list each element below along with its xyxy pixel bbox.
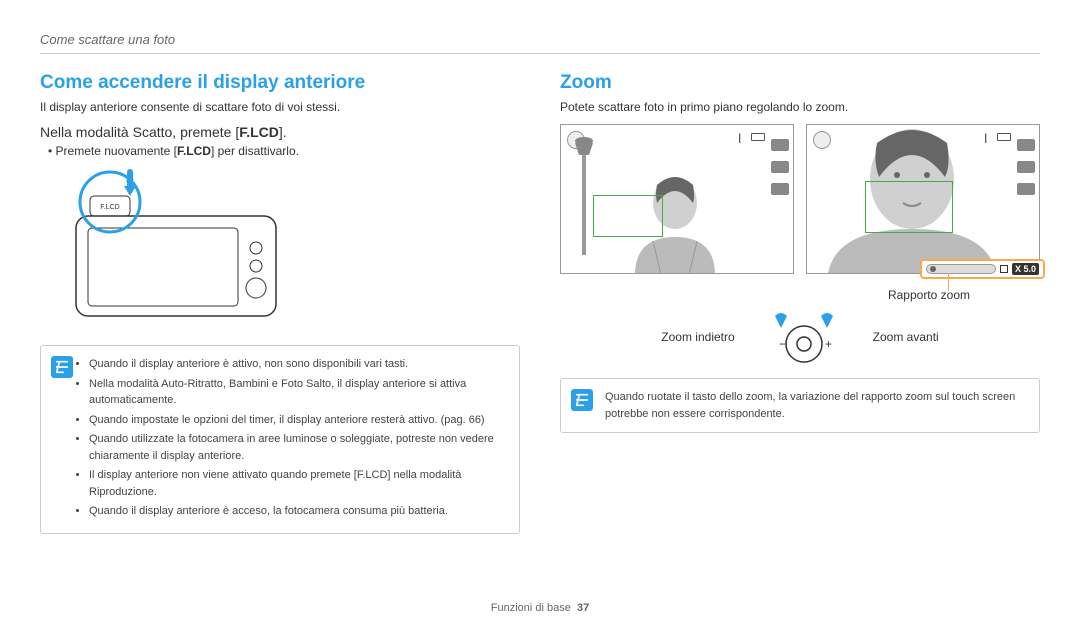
footer-page-number: 37 xyxy=(577,602,589,614)
focus-indicator xyxy=(865,181,953,233)
right-note-box: Quando ruotate il tasto dello zoom, la v… xyxy=(560,378,1040,433)
zoom-bar-callout: X 5.0 xyxy=(920,259,1045,279)
footer-section: Funzioni di base xyxy=(491,602,571,614)
left-note-box: Quando il display anteriore è attivo, no… xyxy=(40,345,520,534)
right-title: Zoom xyxy=(560,72,1040,94)
svg-text:−: − xyxy=(779,337,786,351)
bullet-prefix: • Premete nuovamente [ xyxy=(48,144,177,158)
zoom-in-label: Zoom avanti xyxy=(873,330,939,344)
bullet-bold: F.LCD xyxy=(177,144,211,158)
zoom-controls-row: Zoom indietro − + Zoom avanti xyxy=(560,310,1040,364)
bullet-suffix: ] per disattivarlo. xyxy=(211,144,299,158)
left-subtitle: Il display anteriore consente di scattar… xyxy=(40,100,520,114)
svg-text:+: + xyxy=(825,337,832,351)
note-item: Il display anteriore non viene attivato … xyxy=(89,467,507,500)
note-icon xyxy=(571,389,593,411)
zoom-out-label: Zoom indietro xyxy=(661,330,734,344)
content-columns: Come accendere il display anteriore Il d… xyxy=(40,72,1040,534)
quality-icon xyxy=(1017,161,1035,173)
zoom-ratio-label: Rapporto zoom xyxy=(560,288,970,302)
note-item: Nella modalità Auto-Ritratto, Bambini e … xyxy=(89,376,507,409)
resolution-icon xyxy=(771,139,789,151)
instruction-prefix: Nella modalità Scatto, premete [ xyxy=(40,124,239,140)
note-item: Quando il display anteriore è attivo, no… xyxy=(89,356,507,373)
zoom-plus-icon xyxy=(1000,265,1008,273)
note-item: Quando utilizzate la fotocamera in aree … xyxy=(89,431,507,464)
right-column: Zoom Potete scattare foto in primo piano… xyxy=(560,72,1040,534)
note-item: Quando impostate le opzioni del timer, i… xyxy=(89,412,507,429)
note-item: Quando il display anteriore è acceso, la… xyxy=(89,503,507,520)
screen-wide: | xyxy=(560,124,794,274)
screen-side-icons xyxy=(771,139,789,195)
page-footer: Funzioni di base 37 xyxy=(0,602,1080,614)
flash-icon xyxy=(771,183,789,195)
battery-icon xyxy=(751,133,765,141)
flash-icon xyxy=(1017,183,1035,195)
svg-text:F.LCD: F.LCD xyxy=(100,204,119,211)
right-note-text: Quando ruotate il tasto dello zoom, la v… xyxy=(605,389,1027,422)
zoom-lever-diagram: − + xyxy=(759,310,849,364)
note-icon xyxy=(51,356,73,378)
sub-bullet: • Premete nuovamente [F.LCD] per disatti… xyxy=(48,144,520,158)
left-notes-list: Quando il display anteriore è attivo, no… xyxy=(85,356,507,520)
screen-side-icons xyxy=(1017,139,1035,195)
quality-icon xyxy=(771,161,789,173)
screen-zoom: | xyxy=(806,124,1040,274)
callout-leader xyxy=(948,273,949,291)
camera-diagram: F.LCD xyxy=(40,166,520,331)
right-subtitle: Potete scattare foto in primo piano rego… xyxy=(560,100,1040,114)
zoom-slider xyxy=(926,264,996,274)
left-title: Come accendere il display anteriore xyxy=(40,72,520,94)
instruction-bold: F.LCD xyxy=(239,124,279,140)
instruction-line: Nella modalità Scatto, premete [F.LCD]. xyxy=(40,124,520,140)
instruction-suffix: ]. xyxy=(279,124,287,140)
left-column: Come accendere il display anteriore Il d… xyxy=(40,72,520,534)
page-header: Come scattare una foto xyxy=(40,32,1040,54)
focus-indicator xyxy=(593,195,663,237)
resolution-icon xyxy=(1017,139,1035,151)
zoom-value: X 5.0 xyxy=(1012,263,1039,275)
zoom-screens: | xyxy=(560,124,1040,274)
top-indicator: | xyxy=(738,133,741,144)
